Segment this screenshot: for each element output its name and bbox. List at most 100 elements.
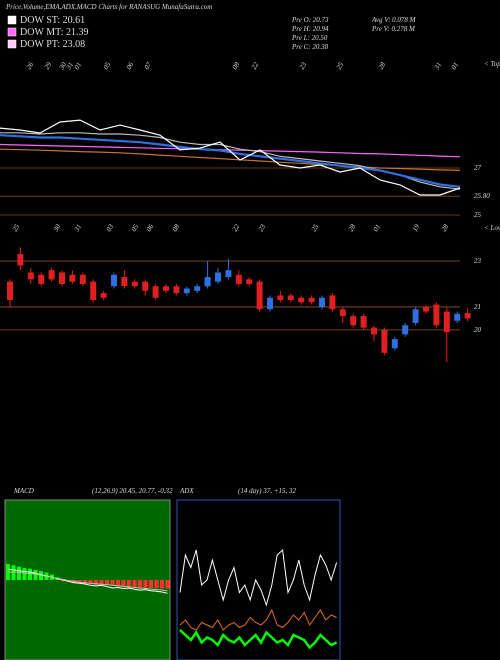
date-label: 28 <box>377 61 388 71</box>
date-label: 08 <box>171 223 182 233</box>
candle-body <box>287 295 294 301</box>
candle-body <box>412 309 419 323</box>
candle-body <box>381 329 388 353</box>
candle-body <box>111 274 117 287</box>
y-tick-label: 25 <box>474 211 482 219</box>
panel <box>176 499 341 660</box>
candle-body <box>308 297 315 303</box>
histogram-bar <box>11 565 16 580</box>
candle-body <box>235 274 242 284</box>
panel <box>4 499 171 660</box>
date-label: 03 <box>105 223 116 233</box>
candle-body <box>7 281 13 301</box>
candle-body <box>79 274 86 284</box>
date-label: 19 <box>411 223 422 233</box>
macd-line <box>7 568 168 594</box>
candle-body <box>391 339 398 349</box>
candle-body <box>48 270 55 280</box>
date-label: 28 <box>440 223 451 233</box>
candle-body <box>38 274 45 284</box>
candle-body <box>433 304 440 326</box>
candle-body <box>142 281 149 291</box>
histogram-bar <box>33 569 38 580</box>
date-label: 22 <box>231 223 242 233</box>
candle-body <box>339 309 346 317</box>
candle-body <box>267 297 273 310</box>
candle-body <box>256 281 263 310</box>
date-label: 23 <box>257 223 268 233</box>
candle-body <box>298 297 305 303</box>
histogram-bar <box>28 568 32 580</box>
legend-label: DOW ST: 20.61 <box>20 15 85 26</box>
date-label: 07 <box>143 61 154 71</box>
candle-body <box>402 325 409 335</box>
legend-swatch <box>7 39 17 49</box>
candle-body <box>121 277 128 287</box>
date-label: 05 <box>130 223 141 233</box>
histogram-bar <box>88 580 93 584</box>
candle-body <box>59 272 65 284</box>
candle-body <box>360 316 367 328</box>
ema-line <box>0 134 461 188</box>
legend-label: DOW MT: 21.39 <box>20 27 88 38</box>
histogram-bar <box>165 580 170 589</box>
corner-label: < Topa <box>484 60 500 68</box>
histogram-bar <box>105 580 109 586</box>
corner-label: < Lowe <box>484 224 500 232</box>
date-label: 01 <box>73 61 83 71</box>
candle-body <box>194 286 201 291</box>
candle-body <box>225 270 232 278</box>
histogram-bar <box>116 580 120 587</box>
candle-body <box>204 277 211 287</box>
histogram-bar <box>94 580 98 585</box>
date-label: 30 <box>57 61 68 72</box>
panel-params: (12,26,9) 20.45, 20.77, -0.32 <box>92 487 173 495</box>
candle-body <box>69 274 76 282</box>
legend-swatch <box>7 15 17 25</box>
y-tick-label: 25.80 <box>474 192 490 200</box>
histogram-bar <box>138 580 142 588</box>
candle-body <box>277 295 284 301</box>
signal-line <box>8 571 168 592</box>
histogram-bar <box>127 580 131 587</box>
date-label: 06 <box>145 223 156 233</box>
histogram-bar <box>110 580 115 586</box>
candle-body <box>17 254 24 266</box>
ema-line <box>0 119 461 196</box>
candle-body <box>163 286 169 291</box>
panel-label: MACD <box>13 487 34 495</box>
candle-body <box>350 316 357 326</box>
histogram-bar <box>160 580 164 589</box>
histogram-bar <box>22 568 27 580</box>
histogram-bar <box>149 580 153 588</box>
ema-line <box>0 143 461 158</box>
date-label: 25 <box>335 61 346 71</box>
histogram-bar <box>154 580 159 589</box>
adx-line <box>179 608 337 631</box>
candle-body <box>454 313 461 321</box>
date-label: 05 <box>102 61 113 71</box>
y-tick-label: 21 <box>474 303 481 311</box>
candle-body <box>131 281 138 287</box>
date-label: 23 <box>298 61 309 71</box>
date-label: 01 <box>450 61 460 71</box>
date-label: 31 <box>64 61 75 72</box>
histogram-bar <box>132 580 137 588</box>
candle-body <box>183 288 190 294</box>
stat: Pre O: 20.73 <box>291 16 329 24</box>
date-label: 25 <box>310 223 321 233</box>
stat: Pre V: 0.278 M <box>371 25 416 33</box>
candle-body <box>90 281 97 301</box>
stat: Pre H: 20.94 <box>291 25 329 33</box>
date-label: 22 <box>250 61 261 71</box>
candle-body <box>371 327 377 335</box>
candle-body <box>173 286 180 294</box>
histogram-bar <box>121 580 126 587</box>
adx-line <box>179 548 338 607</box>
candle-body <box>319 297 325 307</box>
candle-body <box>152 286 159 298</box>
y-tick-label: 23 <box>474 257 482 265</box>
stat: Pre L: 20.50 <box>291 34 328 42</box>
